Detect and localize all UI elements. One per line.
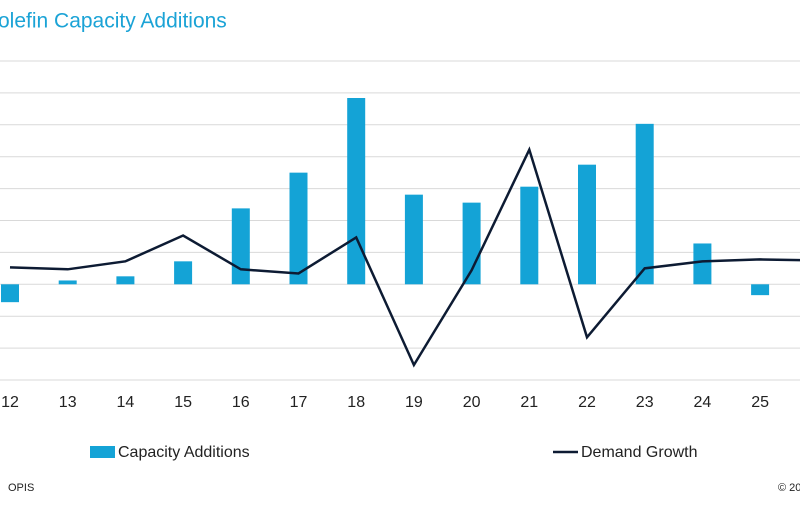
bar [520, 186, 539, 285]
x-tick-label: 14 [117, 394, 135, 411]
x-tick-label: 19 [405, 394, 423, 411]
legend-label: Demand Growth [581, 444, 698, 461]
bar [289, 172, 308, 285]
x-tick-label: 15 [174, 394, 192, 411]
x-tick-label: 20 [463, 394, 481, 411]
x-tick-label: 21 [520, 394, 538, 411]
x-tick-label: 16 [232, 394, 250, 411]
x-tick-label: 25 [751, 394, 769, 411]
bar [404, 194, 423, 285]
x-tick-label: 22 [578, 394, 596, 411]
bar [347, 98, 366, 285]
bar [58, 280, 77, 285]
x-tick-label: 13 [59, 394, 77, 411]
bar [635, 123, 654, 285]
x-tick-label: 24 [694, 394, 712, 411]
bar [231, 208, 250, 285]
bar [174, 261, 193, 285]
chart-title: olefin Capacity Additions [0, 10, 227, 33]
bar [462, 202, 481, 285]
bar [116, 276, 135, 285]
legend-label: Capacity Additions [118, 444, 250, 461]
bar [751, 284, 770, 296]
bar [1, 284, 19, 303]
legend-swatch [90, 446, 115, 458]
copyright: © 20 [778, 482, 800, 494]
x-tick-label: 23 [636, 394, 654, 411]
line [9, 146, 800, 368]
bar [693, 243, 712, 285]
x-tick-label: 12 [1, 394, 19, 411]
x-tick-label: 17 [290, 394, 308, 411]
bar [578, 164, 596, 285]
source: OPIS [8, 482, 34, 494]
x-tick-label: 18 [347, 394, 365, 411]
